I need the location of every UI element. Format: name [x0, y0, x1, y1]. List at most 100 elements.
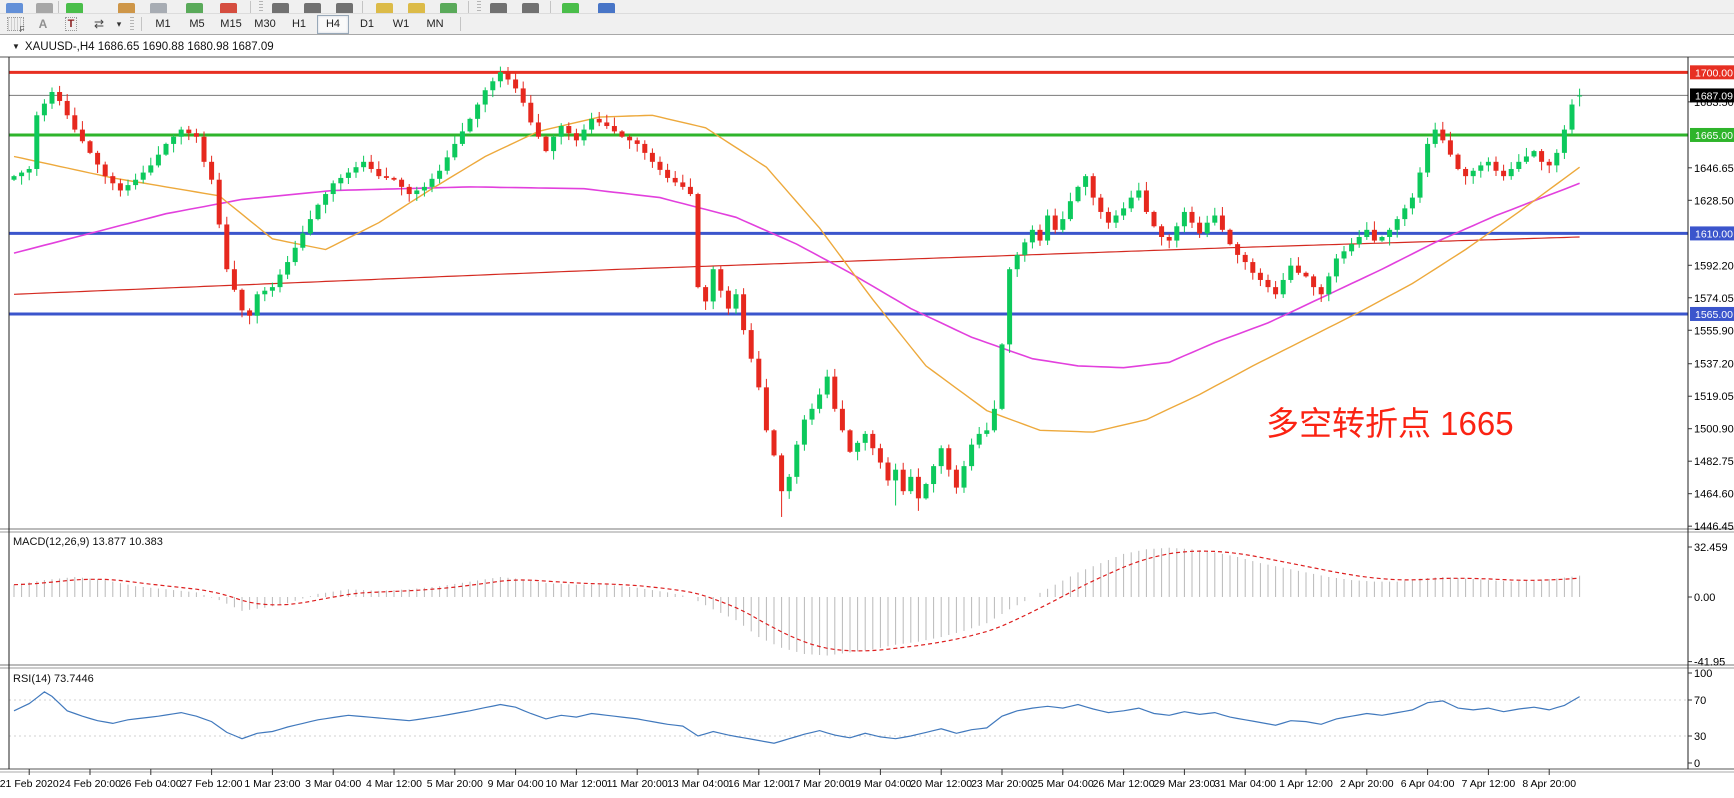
text-box-icon: T: [64, 17, 78, 31]
draw-channel-icon[interactable]: [408, 3, 425, 13]
svg-text:1 Mar 23:00: 1 Mar 23:00: [244, 778, 300, 790]
svg-text:30: 30: [1694, 731, 1706, 743]
toolbar-separator: [250, 1, 251, 13]
chart-window[interactable]: 21 Feb 2020 24 Feb 20:00 26 Feb 04:00 27 Fe…: [0, 34, 1734, 798]
scale-right-icon[interactable]: [522, 3, 539, 13]
toolbar-drag-handle[interactable]: [477, 1, 481, 13]
svg-text:1537.20: 1537.20: [1694, 359, 1734, 371]
toolbar-separator: [362, 1, 363, 13]
autoscroll-icon[interactable]: [272, 3, 289, 13]
svg-text:17 Mar 20:00: 17 Mar 20:00: [789, 778, 851, 790]
svg-text:19 Mar 04:00: 19 Mar 04:00: [849, 778, 911, 790]
svg-text:1 Apr 12:00: 1 Apr 12:00: [1279, 778, 1333, 790]
svg-text:7 Apr 12:00: 7 Apr 12:00: [1462, 778, 1516, 790]
svg-text:1565.00: 1565.00: [1695, 309, 1733, 321]
svg-text:1446.45: 1446.45: [1694, 521, 1734, 533]
toolbar-separator: [550, 1, 551, 13]
timeframe-button-w1[interactable]: W1: [392, 18, 410, 30]
svg-text:1628.50: 1628.50: [1694, 195, 1734, 207]
toolbar-standard: [0, 0, 1734, 14]
svg-text:70: 70: [1694, 695, 1706, 707]
svg-text:100: 100: [1694, 668, 1712, 680]
add-symbol-icon[interactable]: [562, 3, 579, 13]
svg-text:29 Mar 23:00: 29 Mar 23:00: [1153, 778, 1215, 790]
svg-text:0.00: 0.00: [1694, 592, 1715, 604]
toolbar-separator: [58, 1, 59, 13]
web-icon[interactable]: [598, 3, 615, 13]
new-order-icon[interactable]: [6, 3, 23, 13]
svg-text:26 Mar 12:00: 26 Mar 12:00: [1093, 778, 1155, 790]
svg-text:13 Mar 04:00: 13 Mar 04:00: [667, 778, 729, 790]
timeframe-button-h4[interactable]: H4: [317, 14, 349, 34]
svg-text:1687.09: 1687.09: [1695, 90, 1733, 102]
zoom-icon[interactable]: [36, 3, 53, 13]
grid-period-button[interactable]: F: [2, 15, 28, 34]
svg-text:21 Feb 2020: 21 Feb 2020: [0, 778, 59, 790]
svg-text:24 Feb 20:00: 24 Feb 20:00: [59, 778, 121, 790]
timeframe-button-mn[interactable]: MN: [426, 18, 444, 30]
timeframe-button-m30[interactable]: M30: [254, 18, 276, 30]
objects-grid-icon[interactable]: [440, 3, 457, 13]
toolbar-separator: [460, 17, 461, 31]
macd-label: MACD(12,26,9) 13.877 10.383: [13, 536, 163, 548]
svg-text:32.459: 32.459: [1694, 542, 1728, 554]
svg-text:23 Mar 20:00: 23 Mar 20:00: [971, 778, 1033, 790]
add-indicator-icon[interactable]: [66, 3, 83, 13]
toolbar-line-studies: F A T ⇄ ▾ M1 M5 M15 M30 H1 H4 D1 W1 MN: [0, 14, 1734, 34]
svg-text:3 Mar 04:00: 3 Mar 04:00: [305, 778, 361, 790]
preview-icon[interactable]: [186, 3, 203, 13]
font-button[interactable]: A: [38, 17, 48, 31]
svg-text:1464.60: 1464.60: [1694, 489, 1734, 501]
svg-text:1500.90: 1500.90: [1694, 424, 1734, 436]
svg-text:20 Mar 12:00: 20 Mar 12:00: [910, 778, 972, 790]
svg-text:-41.95: -41.95: [1694, 657, 1725, 669]
svg-text:6 Apr 04:00: 6 Apr 04:00: [1401, 778, 1455, 790]
template-icon[interactable]: [118, 3, 135, 13]
chart-title: ▼ XAUUSD-,H4 1686.65 1690.88 1680.98 1687…: [12, 41, 274, 53]
svg-text:1482.75: 1482.75: [1694, 456, 1734, 468]
chart-title-text: XAUUSD-,H4 1686.65 1690.88 1680.98 1687.…: [24, 41, 274, 53]
grid-icon: F: [6, 17, 25, 34]
svg-text:10 Mar 12:00: 10 Mar 12:00: [545, 778, 607, 790]
timeframe-button-m5[interactable]: M5: [189, 18, 205, 30]
svg-text:31 Mar 04:00: 31 Mar 04:00: [1214, 778, 1276, 790]
svg-text:26 Feb 04:00: 26 Feb 04:00: [120, 778, 182, 790]
chart-annotation: 多空转折点 1665: [1266, 405, 1514, 442]
text-label-button[interactable]: T: [58, 15, 84, 33]
symbol-dropdown-icon[interactable]: ▼: [12, 42, 20, 51]
toolbar-drag-handle[interactable]: [130, 17, 134, 31]
svg-text:25 Mar 04:00: 25 Mar 04:00: [1032, 778, 1094, 790]
svg-text:1574.05: 1574.05: [1694, 293, 1734, 305]
svg-text:16 Mar 12:00: 16 Mar 12:00: [728, 778, 790, 790]
timeframe-button-d1[interactable]: D1: [359, 18, 375, 30]
rsi-label: RSI(14) 73.7446: [13, 673, 94, 685]
print-icon[interactable]: [150, 3, 167, 13]
svg-text:2 Apr 20:00: 2 Apr 20:00: [1340, 778, 1394, 790]
svg-text:4 Mar 12:00: 4 Mar 12:00: [366, 778, 422, 790]
svg-text:27 Feb 12:00: 27 Feb 12:00: [181, 778, 243, 790]
stop-icon[interactable]: [220, 3, 237, 13]
toolbar-separator: [468, 1, 469, 13]
timeframe-button-m1[interactable]: M1: [155, 18, 171, 30]
svg-text:1700.00: 1700.00: [1695, 67, 1733, 79]
svg-text:1592.20: 1592.20: [1694, 260, 1734, 272]
svg-text:1665.00: 1665.00: [1695, 130, 1733, 142]
chart-shift-icon[interactable]: [304, 3, 321, 13]
svg-text:5 Mar 20:00: 5 Mar 20:00: [427, 778, 483, 790]
svg-text:1610.00: 1610.00: [1695, 228, 1733, 240]
timeframe-button-h1[interactable]: H1: [291, 18, 307, 30]
svg-text:9 Mar 04:00: 9 Mar 04:00: [488, 778, 544, 790]
cursor-dropdown-button[interactable]: ▾: [116, 18, 122, 29]
draw-line-icon[interactable]: [376, 3, 393, 13]
toolbar-drag-handle[interactable]: [259, 1, 263, 13]
svg-text:0: 0: [1694, 758, 1700, 770]
toolbar-separator: [141, 17, 142, 31]
scale-left-icon[interactable]: [490, 3, 507, 13]
svg-text:8 Apr 20:00: 8 Apr 20:00: [1522, 778, 1576, 790]
timeframe-button-m15[interactable]: M15: [220, 18, 242, 30]
svg-text:11 Mar 20:00: 11 Mar 20:00: [607, 778, 668, 790]
cursor-mode-button[interactable]: ⇄: [93, 17, 105, 31]
zoom-in-icon[interactable]: [336, 3, 353, 13]
